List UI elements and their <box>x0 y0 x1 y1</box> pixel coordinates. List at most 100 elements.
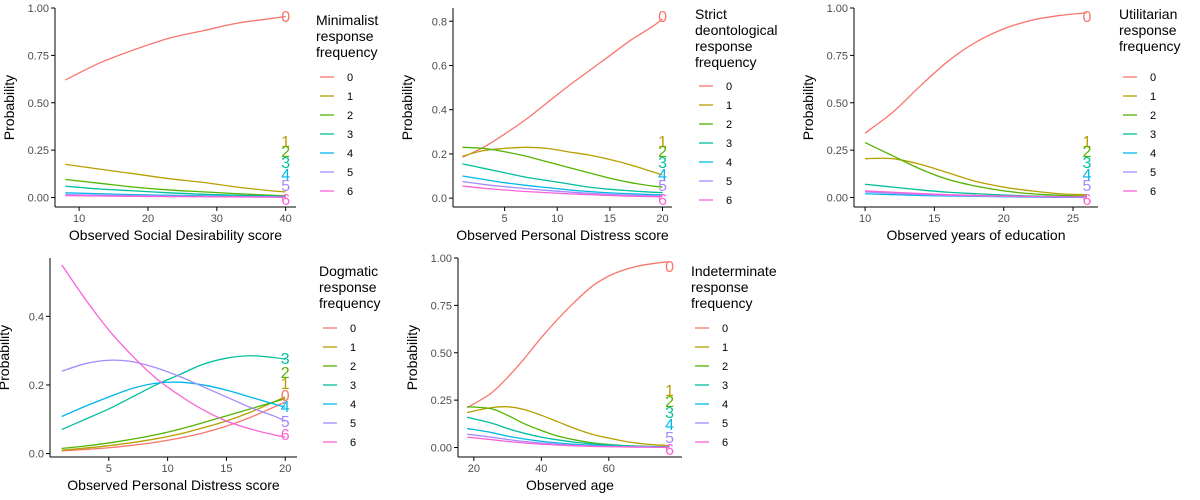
legend-label-1: 1 <box>347 91 353 103</box>
legend-label-4: 4 <box>347 148 353 160</box>
legend-label-4: 4 <box>726 157 732 169</box>
x-tick-label: 15 <box>604 213 616 225</box>
y-tick-label: 0.00 <box>431 443 452 455</box>
legend-label-5: 5 <box>1150 167 1156 179</box>
series-line-0 <box>462 18 663 158</box>
legend-label-3: 3 <box>347 129 353 141</box>
legend-title-line: Dogmatic <box>319 263 378 279</box>
end-label-4: 4 <box>281 399 290 416</box>
legend-title-line: response <box>316 28 374 44</box>
legend-title-line: Indeterminate <box>691 263 777 279</box>
end-label-6: 6 <box>281 427 290 444</box>
legend-label-3: 3 <box>350 380 356 392</box>
x-tick-label: 5 <box>502 213 508 225</box>
x-axis-title: Observed Personal Distress score <box>67 477 280 493</box>
legend-title-line: frequency <box>319 295 380 311</box>
y-tick-label: 0.00 <box>827 193 848 205</box>
legend-label-5: 5 <box>722 418 728 430</box>
legend-label-6: 6 <box>1150 186 1156 198</box>
y-axis-title: Probability <box>399 75 415 140</box>
x-axis-title: Observed years of education <box>887 227 1066 243</box>
legend-label-2: 2 <box>726 119 732 131</box>
legend-label-1: 1 <box>726 100 732 112</box>
legend-label-1: 1 <box>722 342 728 354</box>
legend-label-6: 6 <box>726 195 732 207</box>
legend-title-line: response <box>691 279 749 295</box>
end-label-2: 2 <box>658 144 667 161</box>
y-tick-label: 0.8 <box>432 16 447 28</box>
legend-label-0: 0 <box>347 72 353 84</box>
legend-title-line: frequency <box>695 54 756 70</box>
legend-title-line: deontological <box>695 22 778 38</box>
series-line-5 <box>61 359 286 422</box>
series-line-1 <box>61 396 286 451</box>
series-line-3 <box>462 163 663 194</box>
x-axis-title: Observed age <box>526 477 614 493</box>
legend-label-6: 6 <box>722 437 728 449</box>
y-tick-label: 0.50 <box>431 348 452 360</box>
y-tick-label: 0.0 <box>29 449 44 461</box>
y-tick-label: 0.75 <box>28 50 49 62</box>
x-tick-label: 40 <box>280 213 292 225</box>
series-line-0 <box>61 401 286 452</box>
end-label-6: 6 <box>281 192 290 209</box>
y-tick-label: 1.00 <box>827 3 848 15</box>
y-tick-label: 0.25 <box>827 145 848 157</box>
legend-label-0: 0 <box>350 323 356 335</box>
end-label-3: 3 <box>658 155 667 172</box>
x-tick-label: 30 <box>211 213 223 225</box>
legend-title-line: response <box>1119 22 1177 38</box>
legend-title-line: frequency <box>316 44 377 60</box>
series-line-2 <box>864 141 1087 197</box>
end-label-1: 1 <box>1082 134 1091 151</box>
end-label-0: 0 <box>281 388 290 405</box>
end-label-2: 2 <box>665 394 674 411</box>
series-line-0 <box>65 15 286 81</box>
x-tick-label: 10 <box>551 213 563 225</box>
legend-label-0: 0 <box>1150 72 1156 84</box>
y-tick-label: 0.2 <box>432 149 447 161</box>
legend-title-line: Minimalist <box>316 12 378 28</box>
legend-title-line: frequency <box>1119 38 1180 54</box>
legend-label-0: 0 <box>726 81 732 93</box>
legend-title-line: frequency <box>691 295 752 311</box>
series-line-1 <box>462 146 663 176</box>
legend-label-1: 1 <box>350 342 356 354</box>
x-tick-label: 20 <box>279 463 291 475</box>
legend-label-4: 4 <box>722 399 728 411</box>
series-line-6 <box>467 436 670 448</box>
legend-label-0: 0 <box>722 323 728 335</box>
end-label-3: 3 <box>281 351 290 368</box>
end-label-3: 3 <box>665 405 674 422</box>
x-tick-label: 10 <box>859 213 871 225</box>
series-line-4 <box>462 175 663 196</box>
y-tick-label: 0.6 <box>432 60 447 72</box>
legend-title-line: response <box>319 279 377 295</box>
y-tick-label: 0.75 <box>827 50 848 62</box>
end-label-5: 5 <box>281 414 290 431</box>
series-line-1 <box>466 406 670 447</box>
end-label-1: 1 <box>281 376 290 393</box>
series-line-1 <box>65 163 286 193</box>
x-tick-label: 20 <box>998 213 1010 225</box>
series-line-5 <box>462 180 663 197</box>
y-tick-label: 0.50 <box>28 98 49 110</box>
y-tick-label: 0.4 <box>432 105 447 117</box>
legend-label-2: 2 <box>350 361 356 373</box>
end-label-2: 2 <box>1082 144 1091 161</box>
y-axis-title: Probability <box>1 75 17 140</box>
y-axis-title: Probability <box>0 325 12 390</box>
series-line-6 <box>61 264 286 438</box>
series-line-2 <box>65 178 286 197</box>
end-label-5: 5 <box>665 430 674 447</box>
x-tick-label: 10 <box>161 463 173 475</box>
end-label-2: 2 <box>281 144 290 161</box>
series-line-0 <box>466 261 670 409</box>
legend-label-3: 3 <box>726 138 732 150</box>
legend-label-2: 2 <box>1150 110 1156 122</box>
